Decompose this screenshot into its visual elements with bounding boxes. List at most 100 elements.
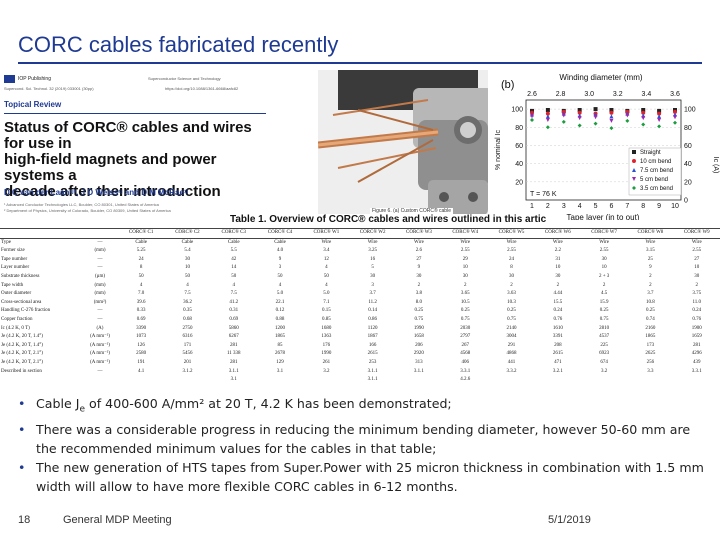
table-cell: 281 — [229, 342, 238, 348]
table-cell — [118, 376, 164, 380]
chart-point — [577, 108, 582, 112]
chart-y-right-tick-label: 20 — [684, 179, 692, 186]
table-cell: 2810 — [599, 325, 610, 331]
bullet-subscript: e — [79, 404, 86, 415]
chart-y-right-tick-label: 80 — [684, 125, 692, 132]
table-row: Je (4.2 K, 20 T, 1.4°) (A mm⁻²) 126 171 281 8… — [0, 342, 720, 351]
table-cell: 9 — [649, 265, 652, 271]
table-cell: — — [97, 308, 103, 314]
chart-top-tick-label: 2.8 — [556, 91, 566, 98]
table-header-cell: CORC® W6 — [534, 228, 581, 239]
table-cell: 2678 — [275, 351, 286, 357]
chart-point — [657, 124, 662, 129]
table-cell: 2615 — [367, 351, 378, 357]
table-cell: 281 — [229, 359, 238, 365]
cables-table: CORC® C1 CORC® C2 CORC® C3 CORC® C4 CORC® W1… — [0, 228, 720, 380]
table-cell: 0.85 — [321, 316, 331, 322]
table-cell: (A mm⁻²) — [90, 334, 110, 340]
table-cell: (mm) — [94, 291, 106, 297]
table-cell: 3004 — [506, 334, 517, 340]
table-cell: 3.1.1 — [228, 368, 239, 374]
table-cell: 2 — [556, 282, 560, 288]
table-cell: 0.75 — [460, 316, 470, 322]
table-cell: 173 — [646, 342, 655, 348]
table-cell: Cross-sectional area — [1, 299, 42, 305]
table-cell: 6316 — [182, 334, 193, 340]
table-cell: 5.5 — [230, 248, 237, 254]
chart-point — [577, 116, 582, 121]
chart-legend-label: 7.5 cm bend — [640, 168, 673, 174]
cable-photo-image — [318, 70, 500, 220]
table-cell: Wire — [460, 239, 471, 245]
table-cell: 31 — [555, 256, 561, 262]
table-cell: 9 — [278, 256, 282, 262]
chart-x-tick-label: 3 — [562, 203, 566, 210]
table-cell: 2.6 — [415, 248, 423, 254]
table-cell: 3.1.1 — [367, 368, 378, 374]
table-cell: Cable — [274, 239, 286, 245]
table-header-cell: CORC® W2 — [349, 228, 396, 239]
slide-title: CORC cables fabricated recently — [18, 32, 339, 57]
chart-point — [593, 115, 598, 120]
chart-point — [577, 110, 582, 115]
paper-title-line: high-field magnets and power systems a — [4, 151, 217, 184]
table-cell: 0.12 — [275, 308, 285, 314]
table-cell: (mm) — [94, 282, 106, 288]
table-cell: 27 — [694, 256, 700, 262]
table-cell: 674 — [600, 359, 608, 365]
table-cell: 4.2.6 — [460, 377, 471, 380]
paper-doi[interactable]: https://doi.org/10.1088/1361-6668/aafc82 — [165, 86, 239, 91]
table-cell: Je (4.2 K, 20 T, 1.4°) — [1, 342, 43, 348]
table-cell: 1990 — [413, 325, 424, 331]
table-cell: Cable — [135, 239, 147, 245]
table-cell: 1990 — [321, 351, 332, 357]
table-cell: 0.25 — [599, 308, 609, 314]
chart-point — [561, 113, 566, 118]
table-cell: 4 — [325, 282, 328, 288]
table-cell — [303, 376, 349, 380]
table-cell — [535, 376, 581, 380]
chart-top-tick-label: 3.4 — [642, 91, 652, 98]
chart-x-tick-label: 8 — [641, 203, 645, 210]
table-cell: — — [97, 368, 103, 374]
table-cell: 126 — [137, 342, 145, 348]
table-cell: Type — [1, 239, 11, 245]
table-cell: 10 — [555, 265, 561, 271]
bullet-text: The new generation of HTS tapes from Sup… — [36, 459, 704, 494]
slide-number: 18 — [18, 514, 31, 526]
table-cell: 4 — [325, 265, 328, 271]
table-cell: 1200 — [275, 325, 286, 331]
table-cell: 176 — [322, 342, 331, 348]
bullet-list: • Cable Je of 400-600 A/mm² at 20 T, 4.2… — [18, 394, 708, 496]
table-cell: 2 — [649, 273, 652, 279]
chart-y-right-tick-label: 0 — [684, 198, 688, 205]
table-cell: 22.1 — [275, 299, 285, 305]
chart-point — [673, 115, 677, 120]
table-cell: Je (4.2 K, 20 T, 2.1°) — [1, 359, 43, 365]
table-row: Layer number — 8 10 14 3 4 5 9 10 8 10 10 9 10 — [0, 264, 720, 273]
table-cell: 1865 — [645, 334, 656, 340]
table-cell: 2920 — [413, 351, 424, 357]
paper-affiliations: ¹ Advanced Conductor Technologies LLC, B… — [4, 202, 171, 214]
table-cell: 36.2 — [183, 299, 192, 305]
table-cell: 8.0 — [415, 299, 423, 305]
table-title: Table 1. Overview of CORC® cables and wi… — [228, 214, 549, 225]
table-cell: 25 — [647, 256, 653, 262]
table-cell: 3.25 — [368, 248, 377, 254]
table-cell: 12 — [323, 256, 329, 262]
table-cell: — — [97, 256, 103, 262]
table-row: 3.1 3.1.1 4.2.6 — [0, 376, 720, 380]
cable-photo: Figure 6. (a) Custom CORC® cable — [318, 70, 500, 220]
table-header-cell: CORC® W8 — [627, 228, 674, 239]
table-row: Tape width (mm) 4 4 4 4 4 3 2 2 2 2 2 2 2 — [0, 282, 720, 291]
table-cell: 2030 — [460, 325, 471, 331]
table-cell: (A mm⁻²) — [90, 342, 110, 348]
chart-point — [530, 114, 534, 119]
table-cell: 2.55 — [692, 248, 702, 254]
table-cell: 1120 — [367, 325, 378, 331]
chart-x-tick-label: 4 — [578, 203, 582, 210]
table-cell: 5 — [371, 265, 374, 271]
table-row: Outer diameter (mm) 7.0 7.5 7.5 5.0 5.0 3.7 3.8 3… — [0, 290, 720, 299]
table-cell: 3.8 — [415, 291, 423, 297]
table-cell: 50 — [277, 273, 283, 279]
